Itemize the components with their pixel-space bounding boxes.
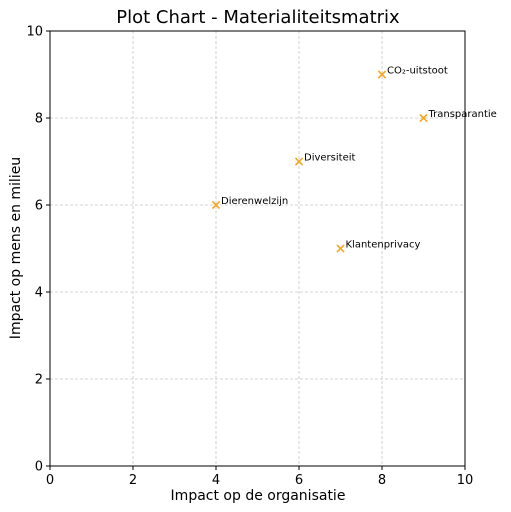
y-tick-label: 10	[26, 25, 43, 40]
data-point-marker	[211, 200, 221, 210]
y-tick-label: 2	[35, 373, 43, 388]
data-point-label: Dierenwelzijn	[221, 196, 288, 207]
data-point-label: Diversiteit	[304, 153, 356, 164]
y-tick-label: 8	[35, 112, 43, 127]
x-tick-label: 10	[457, 473, 474, 488]
y-tick-label: 4	[35, 286, 43, 301]
data-point-label: Transparantie	[428, 109, 497, 120]
x-tick-label: 6	[295, 473, 303, 488]
y-tick-label: 6	[35, 199, 43, 214]
data-point-marker	[336, 244, 345, 253]
data-point-label: Klantenprivacy	[346, 240, 421, 251]
chart-title: Plot Chart - Materialiteitsmatrix	[116, 7, 400, 28]
x-tick-label: 0	[46, 473, 54, 488]
axis-ticks: 0 2 4 6 8 10 0 2 4 6 8 10	[26, 25, 473, 489]
data-points: CO₂-uitstoot Transparantie Diversiteit Dier…	[211, 66, 497, 253]
x-tick-label: 8	[378, 473, 386, 488]
x-tick-label: 4	[212, 473, 220, 488]
data-point-marker	[377, 70, 387, 79]
y-tick-label: 0	[35, 460, 43, 475]
data-point-marker	[294, 157, 304, 166]
y-axis-label: Impact op mens en milieu	[8, 157, 24, 339]
plot-area-frame	[49, 30, 466, 467]
x-tick-label: 2	[129, 473, 137, 488]
data-point-label: CO₂-uitstoot	[387, 66, 448, 77]
x-axis-label: Impact op de organisatie	[171, 488, 346, 504]
data-point-marker	[419, 113, 428, 123]
